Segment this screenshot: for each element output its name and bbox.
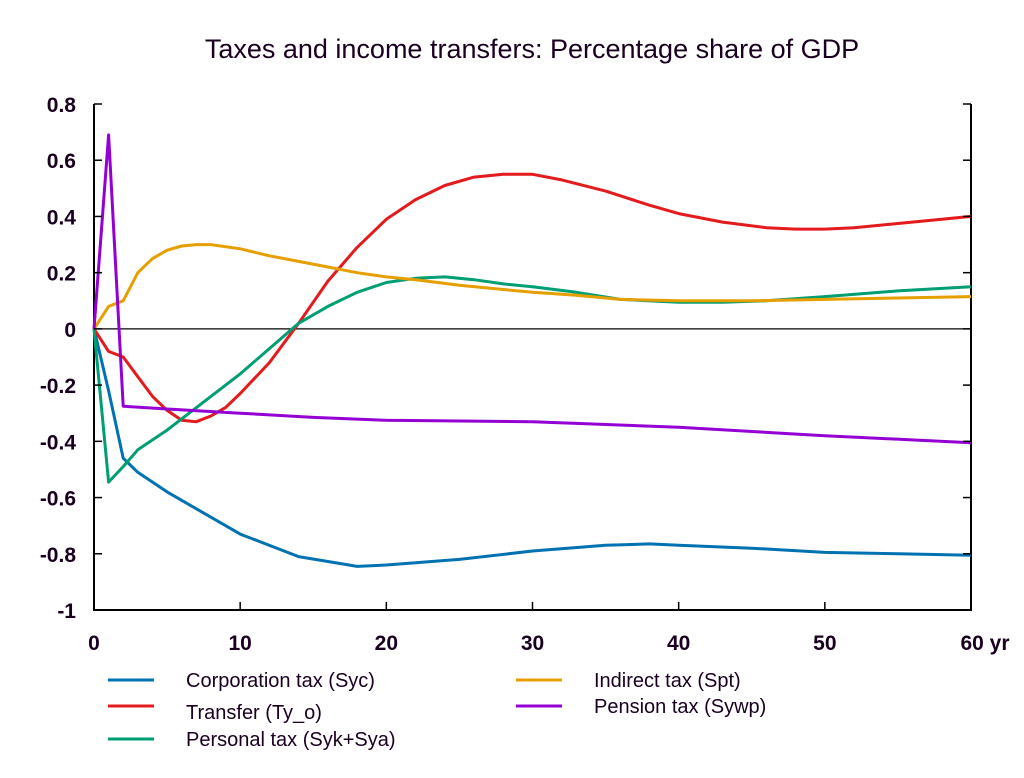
series-line-indirect-tax-spt (92, 243, 972, 330)
legend: Corporation tax (Syc) Transfer (Ty_o) Pers… (108, 670, 766, 751)
legend-item: Pension tax (Sywp) (516, 696, 766, 718)
legend-label: Corporation tax (Syc) (186, 670, 375, 692)
x-tick-label: 10 (228, 632, 251, 655)
x-axis: 0 10 20 30 40 50 60 yr (88, 602, 1010, 655)
y-tick-label: -0.6 (40, 488, 76, 511)
y-tick-label: -0.8 (40, 544, 77, 567)
y-tick-label: -0.4 (40, 431, 77, 454)
x-tick-label: 30 (521, 632, 544, 655)
x-tick-label: 60 yr (960, 632, 1009, 655)
legend-label: Indirect tax (Spt) (594, 670, 741, 692)
y-tick-label: 0 (64, 319, 76, 342)
legend-item: Indirect tax (Spt) (516, 670, 741, 692)
legend-label: Pension tax (Sywp) (594, 696, 766, 718)
x-tick-label: 50 (813, 632, 836, 655)
plot-area (92, 104, 972, 611)
y-tick-label: 0.8 (47, 94, 77, 117)
y-tick-label: -1 (57, 600, 76, 623)
x-tick-label: 20 (375, 632, 398, 655)
legend-item: Corporation tax (Syc) (108, 670, 375, 692)
series-line-pension-tax-sywp (92, 133, 972, 445)
x-tick-label: 40 (667, 632, 690, 655)
series-line-corporation-tax-syc (92, 328, 972, 568)
y-tick-label: -0.2 (40, 375, 76, 398)
y-axis: 0.8 0.6 0.4 0.2 0 -0.2 -0.4 -0.6 -0.8 -1 (40, 94, 971, 623)
y-tick-label: 0.6 (47, 150, 76, 173)
legend-item: Transfer (Ty_o) (108, 702, 322, 724)
y-tick-label: 0.4 (47, 206, 77, 229)
legend-label: Personal tax (Syk+Sya) (186, 729, 396, 751)
legend-label: Transfer (Ty_o) (186, 702, 322, 724)
x-tick-label: 0 (88, 632, 100, 655)
series-line-transfer-ty-o (92, 172, 972, 424)
chart-title: Taxes and income transfers: Percentage s… (205, 34, 859, 64)
series-line-personal-tax-syk-sya (92, 275, 972, 484)
legend-item: Personal tax (Syk+Sya) (108, 729, 396, 751)
y-tick-label: 0.2 (47, 263, 76, 286)
axis-frame (93, 104, 972, 611)
